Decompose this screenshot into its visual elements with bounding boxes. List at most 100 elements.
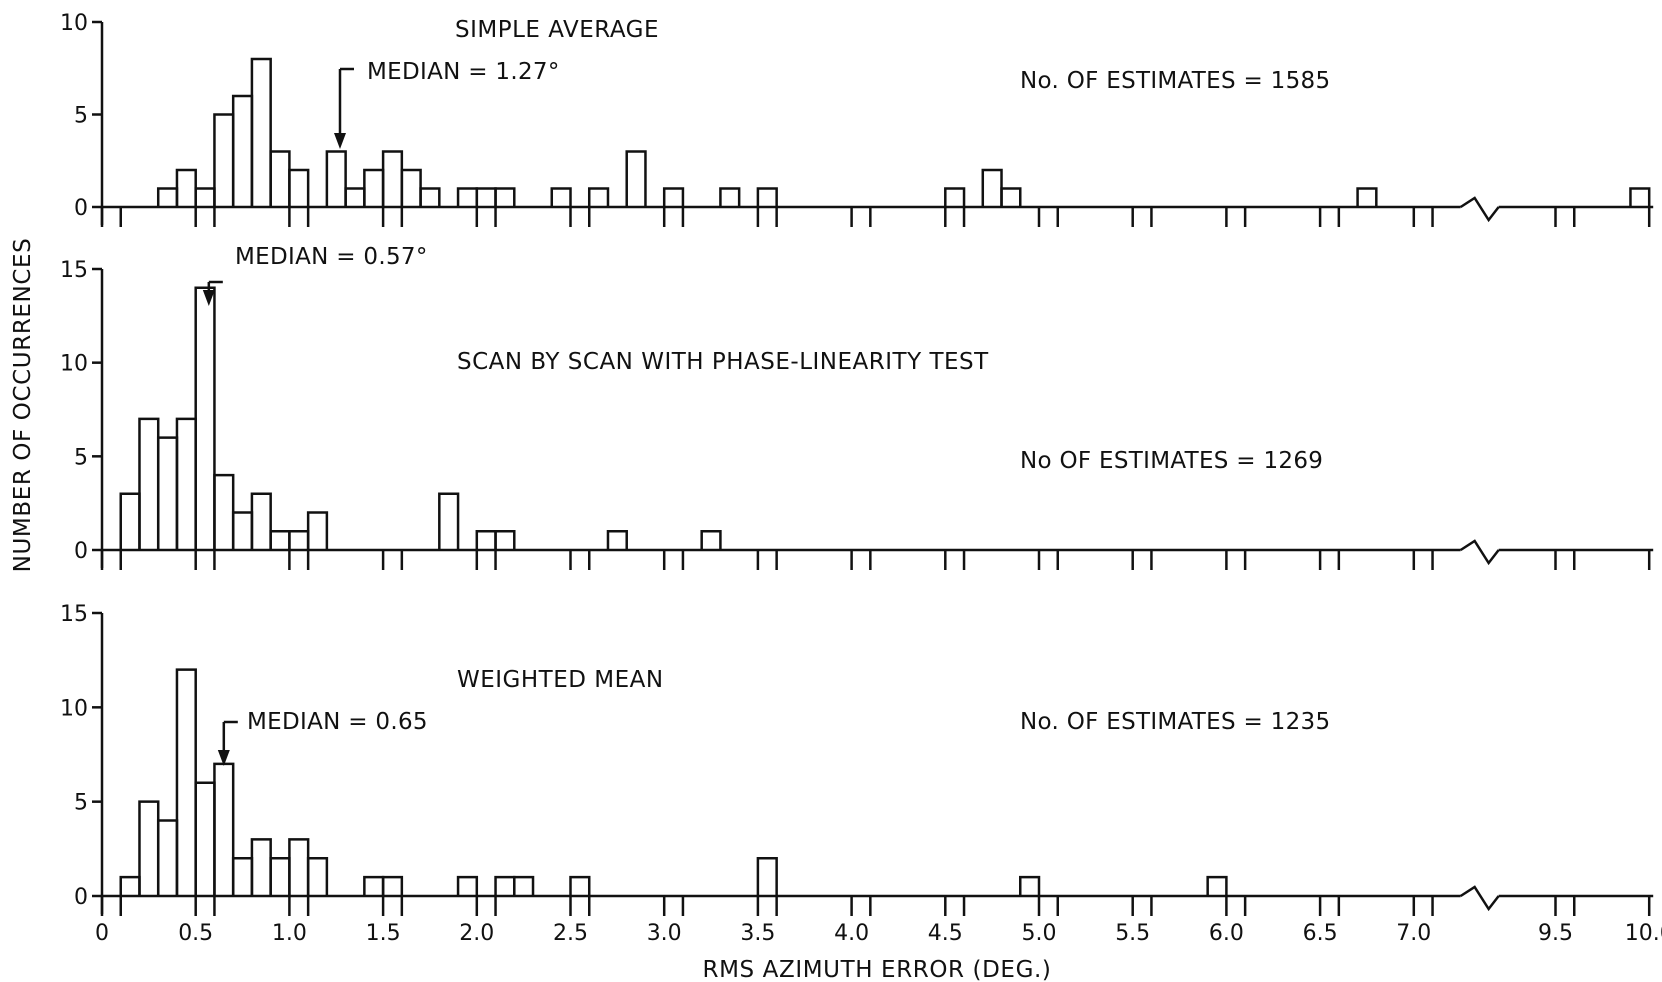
histogram-bar-scan-by-scan <box>231 511 254 550</box>
x-tick-label: 5.0 <box>1022 921 1057 946</box>
y-tick-label-scan-by-scan: 10 <box>60 352 88 377</box>
y-tick-label-simple-average: 5 <box>74 104 88 129</box>
histogram-bar-simple-average <box>381 150 404 207</box>
histogram-bar-scan-by-scan <box>119 492 141 550</box>
histogram-bar-weighted-mean <box>288 838 310 896</box>
x-tick-label: 7.0 <box>1396 921 1431 946</box>
histogram-bar-simple-average <box>269 150 291 207</box>
median-label-simple-average: MEDIAN = 1.27° <box>367 59 560 85</box>
histogram-bar-weighted-mean <box>231 857 254 896</box>
histogram-bar-simple-average <box>419 187 441 207</box>
histogram-bar-weighted-mean <box>569 875 591 896</box>
histogram-bar-weighted-mean <box>156 819 179 896</box>
x-tick-label: 9.5 <box>1538 921 1573 946</box>
x-tick-label: 2.0 <box>459 921 494 946</box>
histogram-bar-weighted-mean <box>306 857 329 896</box>
median-label-scan-by-scan: MEDIAN = 0.57° <box>235 244 428 270</box>
histogram-bar-weighted-mean <box>494 875 516 896</box>
axis-break-symbol-weighted-mean <box>1459 885 1500 912</box>
histogram-bar-scan-by-scan <box>175 417 197 550</box>
y-tick-label-weighted-mean: 15 <box>60 602 88 627</box>
histogram-bar-weighted-mean <box>513 875 535 896</box>
x-tick-label: 0 <box>95 921 109 946</box>
histogram-bar-simple-average <box>1629 187 1651 207</box>
median-label-weighted-mean: MEDIAN = 0.65 <box>247 709 428 735</box>
y-tick-label-weighted-mean: 0 <box>74 885 88 910</box>
histogram-bar-weighted-mean <box>213 762 235 896</box>
histogram-bar-simple-average <box>231 94 254 207</box>
y-tick-label-simple-average: 10 <box>60 11 88 36</box>
x-tick-label: 3.5 <box>740 921 775 946</box>
histogram-bar-simple-average <box>662 187 685 207</box>
estimates-label-scan-by-scan: No OF ESTIMATES = 1269 <box>1020 448 1323 474</box>
histogram-bar-weighted-mean <box>175 668 197 896</box>
median-arrowhead-scan-by-scan <box>202 290 215 306</box>
y-tick-label-simple-average: 0 <box>74 196 88 221</box>
x-tick-label: 4.0 <box>834 921 869 946</box>
histogram-bar-weighted-mean <box>250 838 272 896</box>
histogram-bar-simple-average <box>325 150 347 207</box>
estimates-label-weighted-mean: No. OF ESTIMATES = 1235 <box>1020 709 1330 735</box>
y-axis-title: NUMBER OF OCCURRENCES <box>10 238 36 573</box>
x-tick-label: 5.5 <box>1115 921 1150 946</box>
histogram-bar-scan-by-scan <box>269 530 291 550</box>
histogram-bar-simple-average <box>213 113 235 207</box>
histogram-bar-simple-average <box>456 187 479 207</box>
histogram-bar-scan-by-scan <box>288 530 310 550</box>
x-tick-label: 4.5 <box>928 921 963 946</box>
histogram-bar-simple-average <box>175 168 197 207</box>
histogram-bar-scan-by-scan <box>475 530 497 550</box>
histogram-bar-simple-average <box>363 168 385 207</box>
panel-title-weighted-mean: WEIGHTED MEAN <box>457 667 664 693</box>
histogram-bar-weighted-mean <box>756 857 778 896</box>
histogram-bar-simple-average <box>1000 187 1022 207</box>
histogram-bar-scan-by-scan <box>700 530 722 550</box>
histogram-bar-simple-average <box>250 57 272 207</box>
axis-break-symbol-scan-by-scan <box>1459 539 1500 566</box>
histogram-bar-simple-average <box>344 187 366 207</box>
median-arrowhead-weighted-mean <box>217 750 230 766</box>
panel-title-simple-average: SIMPLE AVERAGE <box>455 17 659 43</box>
histogram-bar-simple-average <box>475 187 497 207</box>
estimates-label-simple-average: No. OF ESTIMATES = 1585 <box>1020 68 1330 94</box>
histogram-bar-scan-by-scan <box>156 436 179 550</box>
histogram-bar-simple-average <box>981 168 1003 207</box>
y-tick-label-weighted-mean: 5 <box>74 791 88 816</box>
histogram-bar-scan-by-scan <box>438 492 460 550</box>
x-tick-label: 3.0 <box>647 921 682 946</box>
histogram-bar-scan-by-scan <box>138 417 160 550</box>
histogram-bar-simple-average <box>550 187 572 207</box>
histogram-bar-scan-by-scan <box>213 473 235 550</box>
y-tick-label-weighted-mean: 10 <box>60 696 88 721</box>
y-tick-label-scan-by-scan: 15 <box>60 258 88 283</box>
histogram-bar-weighted-mean <box>1206 875 1228 896</box>
x-tick-label: 1.0 <box>272 921 307 946</box>
x-tick-label: 10.0 <box>1625 921 1662 946</box>
histogram-bar-weighted-mean <box>269 857 291 896</box>
histogram-bar-simple-average <box>194 187 216 207</box>
panel-simple-average: SIMPLE AVERAGE MEDIAN = 1.27° No. OF EST… <box>367 17 1330 94</box>
histogram-bar-simple-average <box>288 168 310 207</box>
histogram-bar-weighted-mean <box>381 875 404 896</box>
panel-scan-by-scan: SCAN BY SCAN WITH PHASE-LINEARITY TEST M… <box>235 244 1323 474</box>
histogram-bar-simple-average <box>625 150 647 207</box>
histogram-bar-simple-average <box>156 187 179 207</box>
histogram-bar-weighted-mean <box>363 875 385 896</box>
histogram-bar-weighted-mean <box>119 875 141 896</box>
histogram-bar-scan-by-scan <box>250 492 272 550</box>
histogram-bar-weighted-mean <box>1019 875 1041 896</box>
histogram-bar-scan-by-scan <box>606 530 628 550</box>
chart-marks: 0 5 10 0 5 10 15 0 5 10 15 0 0.5 1.0 1.5 2.0 2.5 3.0 3.5 4.… <box>60 11 1662 946</box>
panel-weighted-mean: WEIGHTED MEAN MEDIAN = 0.65 No. OF ESTIM… <box>247 667 1330 735</box>
histogram-bar-weighted-mean <box>456 875 479 896</box>
histogram-bar-simple-average <box>756 187 778 207</box>
histogram-bar-simple-average <box>494 187 516 207</box>
y-tick-label-scan-by-scan: 0 <box>74 539 88 564</box>
histogram-bar-simple-average <box>719 187 741 207</box>
histogram-bar-simple-average <box>944 187 966 207</box>
y-tick-label-scan-by-scan: 5 <box>74 445 88 470</box>
x-tick-label: 6.0 <box>1209 921 1244 946</box>
panel-title-scan-by-scan: SCAN BY SCAN WITH PHASE-LINEARITY TEST <box>457 349 989 375</box>
histogram-bar-simple-average <box>400 168 422 207</box>
